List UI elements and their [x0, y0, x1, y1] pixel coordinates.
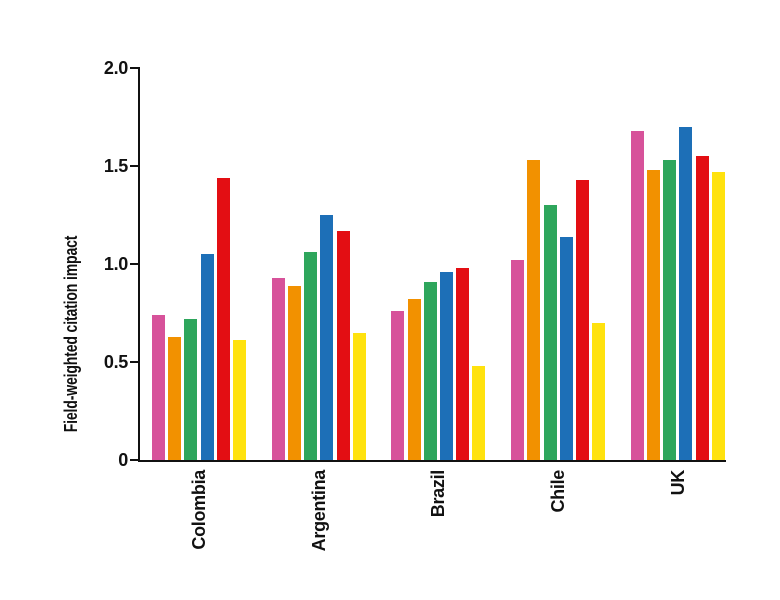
- x-label-brazil: Brazil: [428, 470, 449, 518]
- x-label-argentina: Argentina: [308, 470, 329, 552]
- bar-brazil-yellow: [472, 365, 486, 460]
- x-label-uk: UK: [667, 470, 688, 496]
- bar-colombia-yellow: [233, 340, 246, 460]
- y-tick-0.5: [130, 361, 139, 363]
- y-axis-title: Field-weighted citation impact: [61, 235, 81, 433]
- y-tick-1.5: [130, 165, 139, 167]
- y-tick-0: [130, 459, 139, 461]
- bar-argentina-blue: [320, 215, 334, 460]
- y-tick-label-1.5: 1.5: [103, 156, 128, 176]
- y-tick-label-0: 0: [118, 450, 128, 470]
- y-tick-label-1.0: 1.0: [103, 254, 128, 274]
- bar-chile-orange: [527, 160, 541, 460]
- bar-colombia-green: [184, 318, 198, 460]
- bar-uk-red: [695, 156, 709, 460]
- bar-colombia-red: [216, 177, 230, 460]
- x-label-chile: Chile: [548, 470, 569, 513]
- bar-brazil-blue: [440, 271, 453, 460]
- bar-uk-green: [663, 160, 677, 460]
- bar-colombia-pink: [152, 314, 165, 460]
- bar-brazil-orange: [407, 299, 421, 460]
- y-axis-line: [138, 67, 140, 462]
- bar-argentina-yellow: [352, 332, 366, 460]
- bar-chile-green: [543, 205, 557, 460]
- bar-uk-pink: [630, 130, 644, 460]
- bar-chile-pink: [511, 260, 525, 460]
- bar-brazil-pink: [391, 311, 405, 460]
- y-tick-label-2.0: 2.0: [103, 58, 128, 78]
- x-axis-line: [138, 460, 726, 462]
- bar-colombia-orange: [168, 336, 182, 460]
- bar-brazil-green: [423, 281, 437, 460]
- bar-uk-yellow: [711, 171, 725, 460]
- y-tick-2.0: [130, 67, 139, 69]
- x-label-colombia: Colombia: [189, 470, 209, 550]
- y-tick-label-0.5: 0.5: [103, 352, 128, 372]
- bar-argentina-green: [304, 252, 318, 460]
- bar-brazil-red: [456, 267, 470, 460]
- bar-argentina-orange: [287, 285, 301, 460]
- bar-colombia-blue: [200, 254, 214, 460]
- bar-chile-red: [575, 179, 589, 460]
- bar-uk-blue: [679, 126, 693, 460]
- bar-uk-orange: [647, 169, 660, 460]
- bar-chile-blue: [559, 236, 573, 460]
- bar-argentina-red: [336, 230, 350, 460]
- bar-chile-yellow: [592, 322, 606, 460]
- bar-argentina-pink: [271, 277, 285, 460]
- y-tick-1.0: [130, 263, 139, 265]
